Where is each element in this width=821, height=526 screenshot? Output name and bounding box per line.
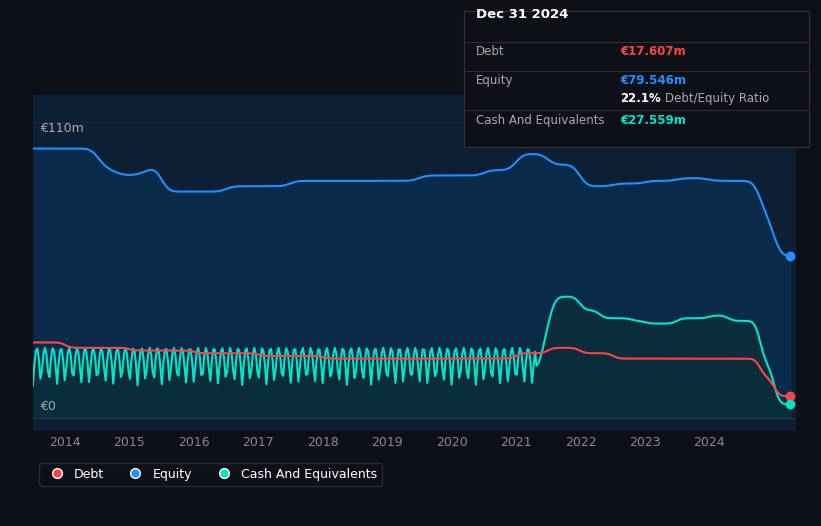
Text: Debt/Equity Ratio: Debt/Equity Ratio bbox=[665, 92, 769, 105]
Text: Equity: Equity bbox=[476, 74, 514, 87]
Text: Cash And Equivalents: Cash And Equivalents bbox=[476, 114, 605, 127]
Text: 22.1%: 22.1% bbox=[620, 92, 661, 105]
Text: €27.559m: €27.559m bbox=[620, 114, 686, 127]
Text: Dec 31 2024: Dec 31 2024 bbox=[476, 8, 569, 22]
Text: €17.607m: €17.607m bbox=[620, 45, 686, 58]
Text: €79.546m: €79.546m bbox=[620, 74, 686, 87]
Text: Debt: Debt bbox=[476, 45, 505, 58]
Text: €110m: €110m bbox=[40, 122, 85, 135]
Legend: Debt, Equity, Cash And Equivalents: Debt, Equity, Cash And Equivalents bbox=[39, 463, 383, 485]
Text: €0: €0 bbox=[40, 400, 57, 413]
